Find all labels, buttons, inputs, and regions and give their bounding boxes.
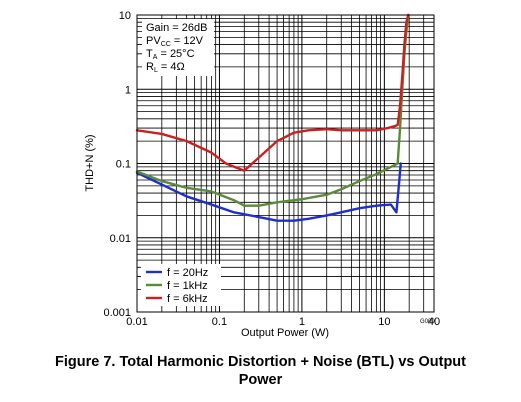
y-tick-label: 0.01 xyxy=(110,233,131,245)
y-tick-label: 0.001 xyxy=(103,307,131,319)
figure-code: G009 xyxy=(420,319,435,325)
y-tick-labels: 0.001 0.01 0.1 1 10 xyxy=(103,10,131,319)
legend-entry-label: f = 20Hz xyxy=(167,267,208,279)
series-layer xyxy=(135,13,410,222)
legend-entry-label: f = 6kHz xyxy=(167,293,208,305)
condition-pvcc: PVCC = 12V xyxy=(146,35,204,48)
y-tick-label: 1 xyxy=(125,84,131,96)
x-tick-label: 40 xyxy=(428,316,440,328)
condition-rl: RL = 4Ω xyxy=(146,61,185,74)
conditions-background xyxy=(142,19,214,76)
caption-line-1: Figure 7. Total Harmonic Distortion + No… xyxy=(55,354,466,370)
x-tick-labels: 0.01 0.1 1 10 40 xyxy=(126,316,440,328)
x-tick-label: 1 xyxy=(299,316,305,328)
series-line-3 xyxy=(135,13,410,172)
plot-frame xyxy=(136,14,435,313)
y-tick-label: 0.1 xyxy=(116,159,131,171)
x-axis-label: Output Power (W) xyxy=(241,327,329,339)
y-tick-label: 10 xyxy=(119,10,131,22)
conditions-box: Gain = 26dB PVCC = 12V TA = 25°C RL = 4Ω xyxy=(142,19,214,76)
caption-line-2: Power xyxy=(238,372,283,388)
x-tick-label: 0.1 xyxy=(212,316,227,328)
y-axis-label: THD+N (%) xyxy=(84,134,96,191)
x-tick-label: 10 xyxy=(378,316,390,328)
legend-entry-label: f = 1kHz xyxy=(167,280,208,292)
x-tick-label: 0.01 xyxy=(126,316,147,328)
series-line-1 xyxy=(135,162,402,222)
condition-ta: TA = 25°C xyxy=(146,48,195,61)
figure-caption: Figure 7. Total Harmonic Distortion + No… xyxy=(0,353,521,389)
condition-gain: Gain = 26dB xyxy=(146,22,207,34)
